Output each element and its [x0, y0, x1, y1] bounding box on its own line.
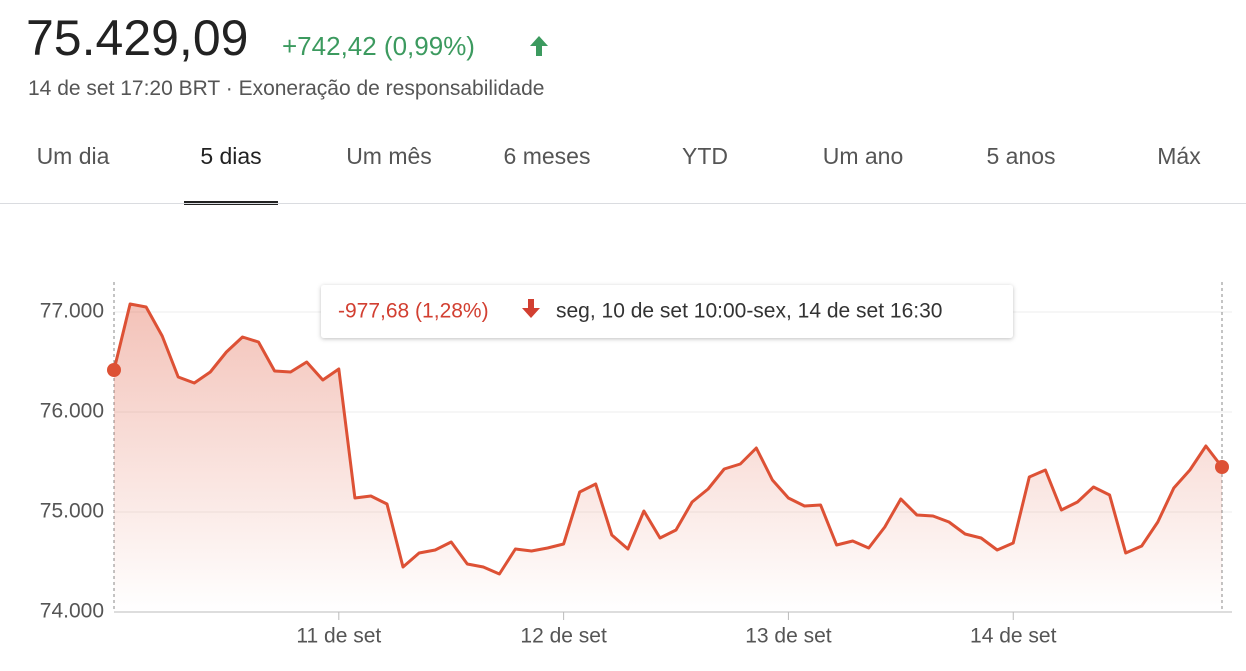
y-tick-label: 77.000	[40, 300, 104, 323]
tooltip-range: seg, 10 de set 10:00-sex, 14 de set 16:3…	[556, 300, 942, 323]
end-point	[107, 363, 121, 377]
tab[interactable]: Um ano	[823, 143, 904, 169]
time: 14 de set 17:20 BRT	[28, 77, 220, 100]
line	[112, 302, 1224, 576]
down-arrow	[522, 299, 540, 318]
tab[interactable]: Um mês	[346, 143, 432, 169]
tooltip-box	[321, 285, 1013, 338]
y-tick-label: 75.000	[40, 500, 104, 523]
tab[interactable]: YTD	[682, 143, 728, 169]
tab[interactable]: 6 meses	[504, 143, 591, 169]
separator: ·	[226, 77, 233, 100]
disclaimer[interactable]: Exoneração de responsabilidade	[239, 77, 545, 100]
x-tick-label: 14 de set	[970, 625, 1057, 648]
tabs: Um dia 5 dias Um mês 6 meses YTD Um ano 5 anos…	[37, 143, 1201, 205]
price: 75.429,09	[26, 10, 248, 66]
x-tick-label: 13 de set	[745, 625, 832, 648]
area	[114, 304, 1222, 612]
change: +742,42 (0,99%)	[282, 31, 475, 61]
tab[interactable]: Máx	[1157, 143, 1201, 169]
x-tick-label: 12 de set	[520, 625, 607, 648]
y-tick-label: 76.000	[40, 400, 104, 423]
end-point	[1215, 460, 1229, 474]
tooltip: -977,68 (1,28%) seg, 10 de set 10:00-sex…	[321, 285, 1013, 338]
plot: 74.000 75.000 76.000 77.000 11 de set 12 de s…	[40, 282, 1232, 648]
tooltip-change: -977,68 (1,28%)	[338, 300, 489, 323]
tab[interactable]: 5 dias	[200, 143, 261, 169]
x-tick-label: 11 de set	[296, 625, 381, 648]
timestamp: 14 de set 17:20 BRT · Exoneração de resp…	[28, 77, 544, 100]
y-tick-label: 74.000	[40, 600, 104, 623]
up-arrow	[530, 36, 548, 56]
tab[interactable]: 5 anos	[986, 143, 1055, 169]
tab[interactable]: Um dia	[37, 143, 110, 169]
